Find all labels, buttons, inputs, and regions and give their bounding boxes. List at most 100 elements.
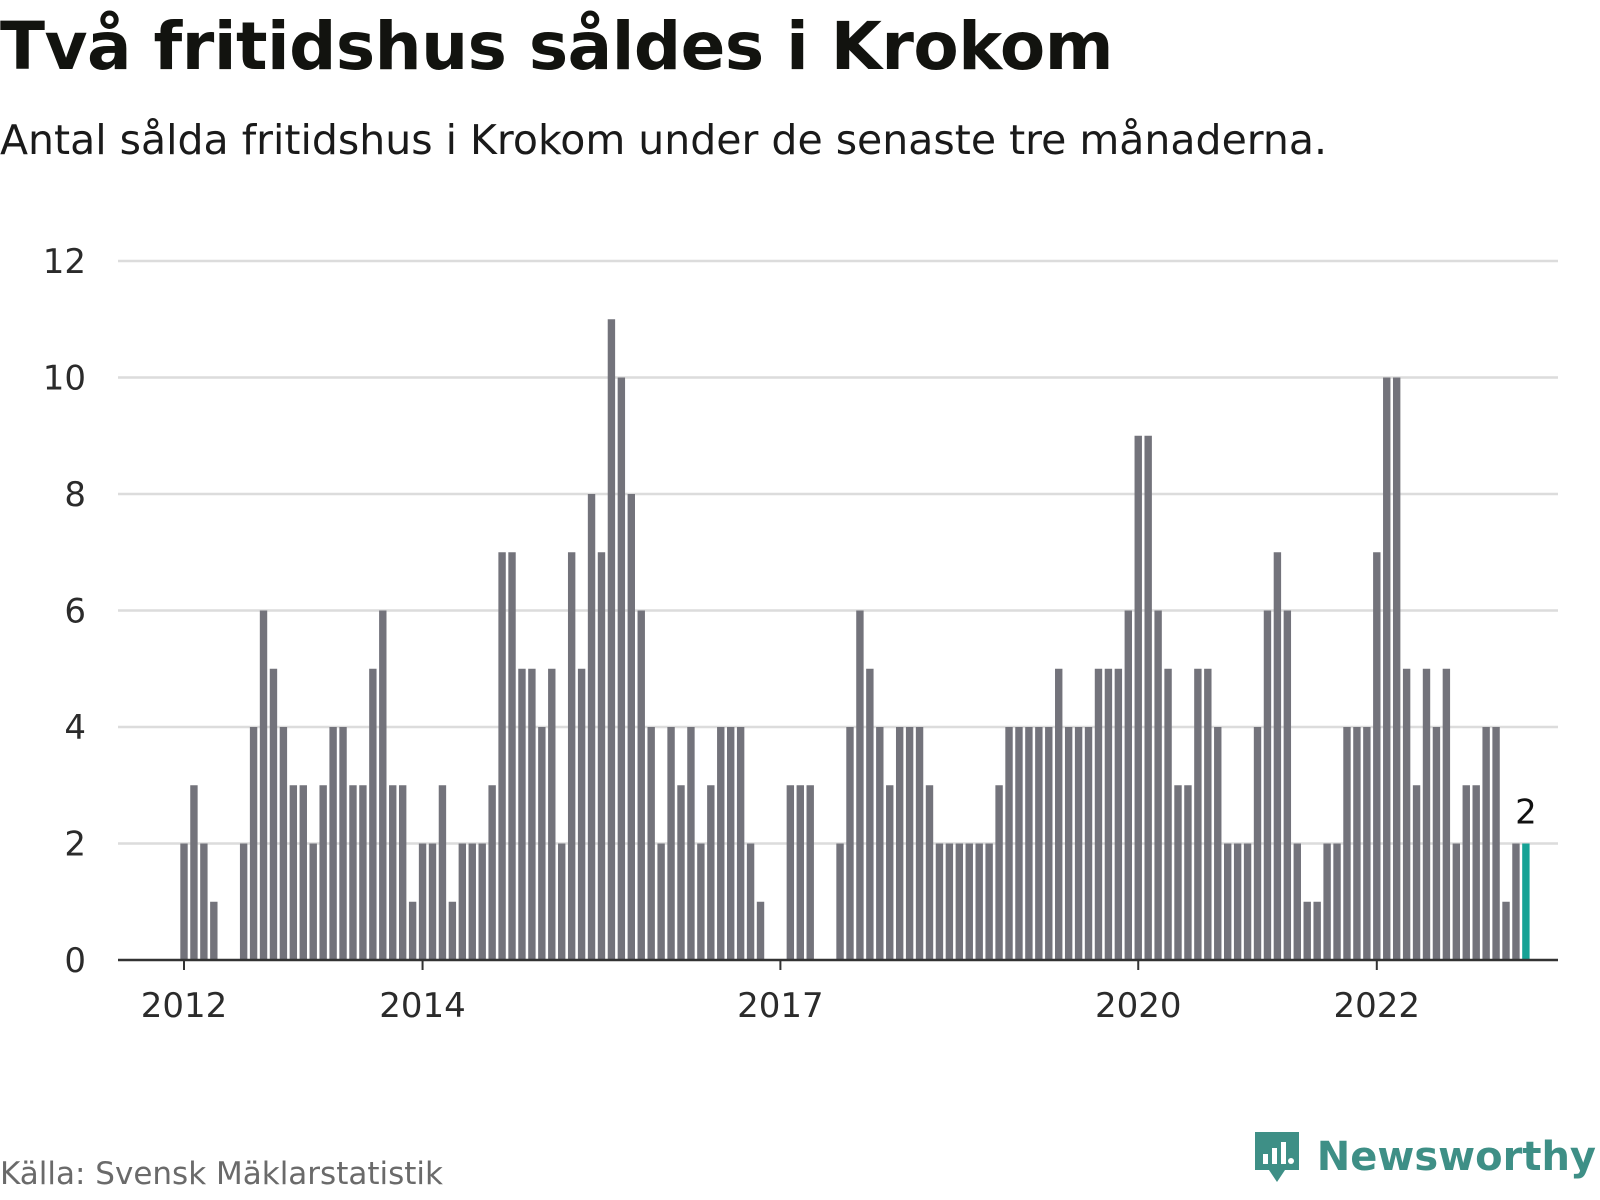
bar xyxy=(548,668,556,960)
bar xyxy=(329,727,337,960)
bar xyxy=(866,668,874,960)
bar xyxy=(1084,727,1093,960)
bar xyxy=(1253,727,1262,960)
bar xyxy=(836,843,844,960)
bar xyxy=(1303,901,1311,960)
bar xyxy=(1045,727,1053,960)
bar xyxy=(468,843,476,960)
bar xyxy=(1383,377,1391,960)
bar xyxy=(1422,668,1431,960)
bar xyxy=(627,494,635,960)
bar xyxy=(955,843,964,960)
bar xyxy=(269,668,278,960)
y-tick-label: 10 xyxy=(43,359,86,399)
bar xyxy=(577,668,586,960)
bar xyxy=(1333,843,1341,960)
bar xyxy=(1074,727,1083,960)
bar xyxy=(1025,727,1033,960)
bar xyxy=(1343,727,1351,960)
bar xyxy=(1353,727,1361,960)
bar xyxy=(617,377,626,960)
bar xyxy=(428,843,437,960)
bar xyxy=(508,552,516,960)
bar xyxy=(369,668,377,960)
bar xyxy=(1462,785,1470,960)
bar xyxy=(647,727,655,960)
last-value-label: 2 xyxy=(1515,793,1537,833)
bar xyxy=(398,785,407,960)
bar xyxy=(786,785,795,960)
bar xyxy=(1502,901,1510,960)
bar xyxy=(1204,668,1212,960)
bar xyxy=(1412,785,1421,960)
brand-name: Newsworthy xyxy=(1316,1134,1596,1180)
bar xyxy=(925,785,934,960)
bar-latest xyxy=(1522,843,1530,960)
bar xyxy=(1035,727,1043,960)
bar xyxy=(1482,727,1490,960)
x-tick-label: 2020 xyxy=(1095,986,1182,1026)
bar xyxy=(319,785,327,960)
bar xyxy=(1293,843,1301,960)
bar xyxy=(567,552,576,960)
bar xyxy=(1144,435,1152,960)
bar xyxy=(876,727,884,960)
bar xyxy=(438,785,447,960)
chart-subtitle: Antal sålda fritidshus i Krokom under de… xyxy=(0,116,1328,164)
bar xyxy=(677,785,685,960)
bar xyxy=(985,843,993,960)
x-tick-label: 2012 xyxy=(141,986,228,1026)
bar xyxy=(975,843,983,960)
bar xyxy=(945,843,954,960)
bar xyxy=(408,901,417,960)
bar xyxy=(1114,668,1123,960)
bar xyxy=(1064,727,1073,960)
y-tick-label: 8 xyxy=(64,475,86,515)
bar xyxy=(279,727,288,960)
bar xyxy=(905,727,914,960)
x-tick-label: 2014 xyxy=(379,986,466,1026)
bar xyxy=(1243,843,1252,960)
bar xyxy=(915,727,924,960)
bar xyxy=(935,843,944,960)
bar xyxy=(528,668,536,960)
bar xyxy=(895,727,904,960)
bar xyxy=(210,901,218,960)
bar xyxy=(637,610,645,960)
bar xyxy=(180,843,188,960)
bar xyxy=(717,727,725,960)
bar xyxy=(239,843,248,960)
bar xyxy=(746,843,755,960)
bar xyxy=(1154,610,1162,960)
bar xyxy=(1015,727,1023,960)
bar xyxy=(488,785,496,960)
x-axis: 2012 2014 2017 2020 2022 xyxy=(118,958,1558,1026)
y-tick-label: 12 xyxy=(43,242,86,282)
bar xyxy=(697,843,705,960)
bar xyxy=(339,727,347,960)
bar xyxy=(856,610,864,960)
bar xyxy=(1005,727,1013,960)
bar xyxy=(1224,843,1232,960)
bar xyxy=(289,785,298,960)
chart-title: Två fritidshus såldes i Krokom xyxy=(0,8,1113,85)
bar xyxy=(707,785,715,960)
bar xyxy=(309,843,317,960)
y-tick-label: 6 xyxy=(64,592,86,632)
bar xyxy=(995,785,1003,960)
bar xyxy=(965,843,973,960)
bar xyxy=(538,727,546,960)
bar xyxy=(607,319,616,960)
bar xyxy=(597,552,606,960)
x-tick-label: 2017 xyxy=(737,986,824,1026)
bar xyxy=(1512,843,1520,960)
bar xyxy=(667,727,675,960)
brand-logo: Newsworthy xyxy=(1251,1128,1596,1186)
bar xyxy=(1472,785,1480,960)
bar xyxy=(418,843,427,960)
bar xyxy=(478,843,486,960)
source-note: Källa: Svensk Mäklarstatistik xyxy=(0,1156,443,1192)
y-tick-label: 2 xyxy=(64,825,86,865)
newsworthy-logo-icon xyxy=(1254,1132,1299,1182)
